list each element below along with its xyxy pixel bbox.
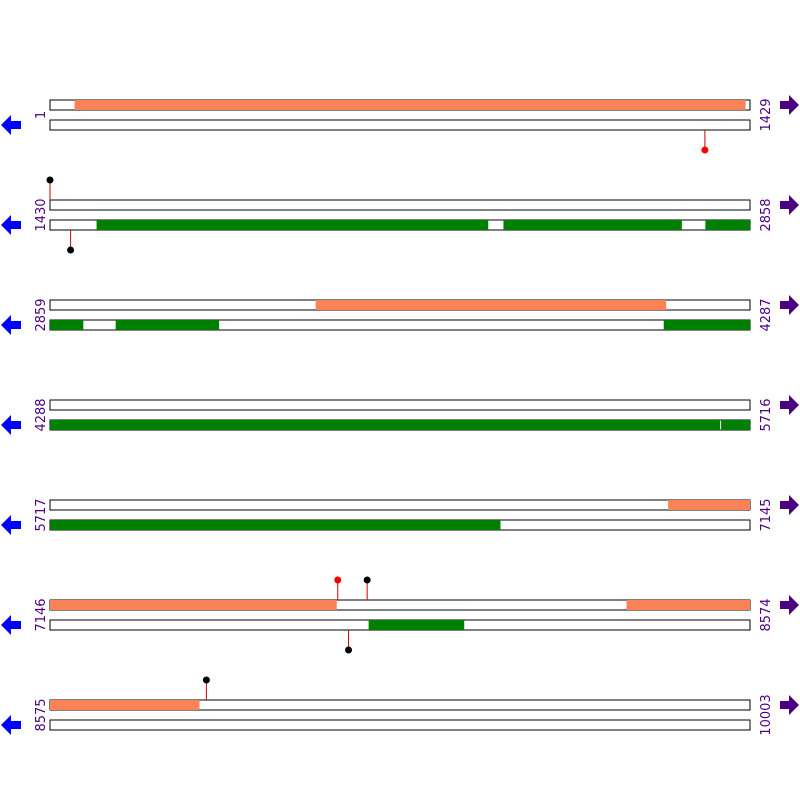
row-start-label: 2859 [34,298,49,331]
row-start-label: 1430 [34,198,49,231]
row-end-label: 5716 [759,398,774,431]
sequence-row: 2859 4287 [1,295,799,335]
marker-dot [363,576,371,584]
left-arrow-icon [1,215,21,235]
reverse-feature-bar [503,220,682,230]
reverse-feature-bar [115,320,220,330]
row-end-label: 1429 [759,98,774,131]
row-start-label: 5717 [34,498,49,531]
right-arrow-icon [780,695,799,715]
forward-feature-bar [626,600,750,610]
right-arrow-icon [780,95,799,115]
marker-dot [202,676,210,684]
row-end-label: 8574 [759,598,774,631]
sequence-row: 7146 8574 [1,576,799,654]
forward-strand-track [49,499,751,511]
marker-dot [345,646,353,654]
sequence-row: 5717 7145 [1,495,799,535]
left-arrow-icon [1,415,21,435]
sequence-row: 1 1429 [1,95,799,154]
forward-feature-bar [315,300,667,310]
marker-dot [334,576,342,584]
reverse-feature-bar [721,420,750,430]
reverse-strand-track [49,119,751,131]
reverse-feature-bar [50,520,501,530]
forward-strand-track [49,399,751,411]
reverse-feature-bar [96,220,489,230]
forward-feature-bar [50,700,200,710]
right-arrow-icon [780,295,799,315]
reverse-feature-bar [368,620,465,630]
left-arrow-icon [1,115,21,135]
left-arrow-icon [1,315,21,335]
marker-dot [701,146,709,154]
forward-feature-bar [74,100,746,110]
reverse-strand-track [49,719,751,731]
reverse-feature-bar [50,320,84,330]
row-end-label: 10003 [759,694,774,735]
row-end-label: 4287 [759,298,774,331]
reverse-feature-bar [705,220,750,230]
sequence-row: 8575 10003 [1,676,799,736]
row-start-label: 4288 [34,398,49,431]
reverse-feature-bar [50,420,721,430]
left-arrow-icon [1,615,21,635]
marker-dot [67,246,75,254]
right-arrow-icon [780,195,799,215]
forward-feature-bar [50,600,337,610]
row-end-label: 2858 [759,198,774,231]
forward-feature-bar [668,500,750,510]
sequence-row: 4288 5716 [1,395,799,435]
right-arrow-icon [780,595,799,615]
left-arrow-icon [1,515,21,535]
forward-strand-track [49,199,751,211]
right-arrow-icon [780,395,799,415]
row-start-label: 1 [34,111,49,119]
row-start-label: 7146 [34,598,49,631]
reverse-feature-bar [663,320,750,330]
row-end-label: 7145 [759,498,774,531]
right-arrow-icon [780,495,799,515]
left-arrow-icon [1,715,21,735]
sequence-row: 1430 2858 [1,176,799,254]
row-start-label: 8575 [34,698,49,731]
marker-dot [46,176,54,184]
